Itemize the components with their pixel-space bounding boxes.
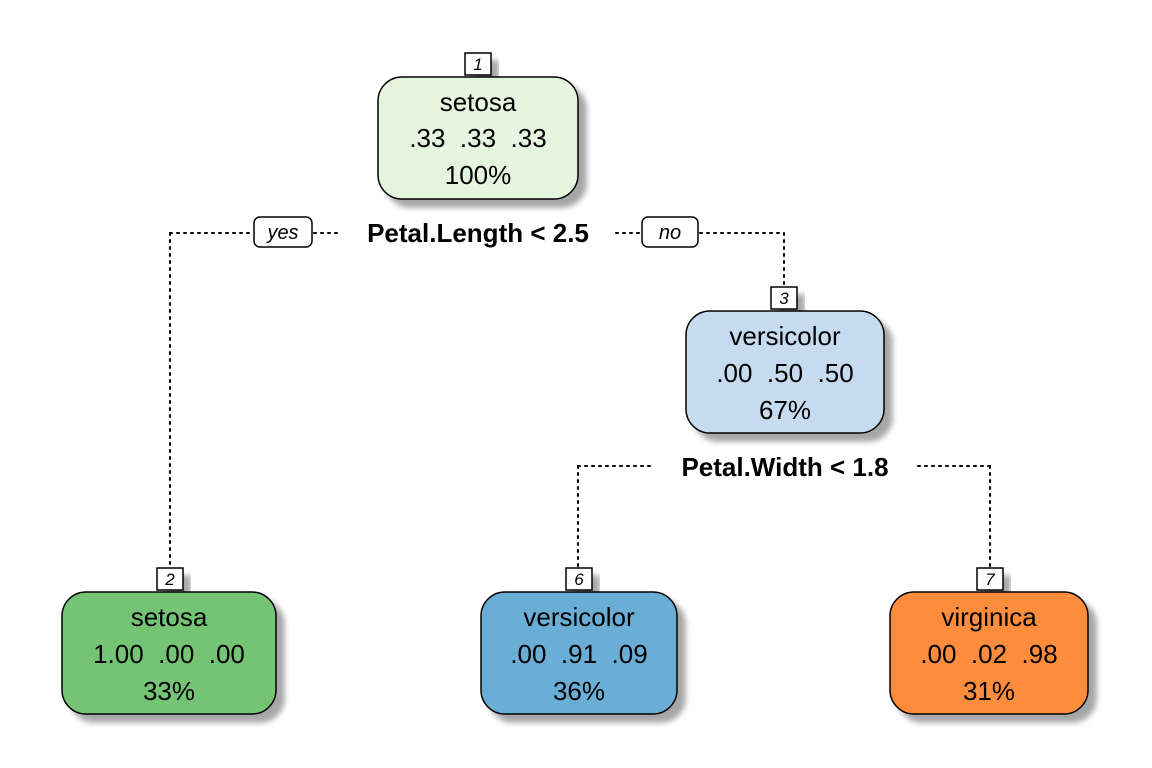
node-id-box <box>976 567 1004 591</box>
node-box <box>889 591 1089 715</box>
node-id-box <box>565 567 593 591</box>
node-id: 3 <box>779 289 789 308</box>
node-id: 2 <box>164 570 175 589</box>
node-id: 7 <box>985 570 995 589</box>
node-percent: 36% <box>553 676 605 706</box>
node-percent: 100% <box>445 160 512 190</box>
node-class-label: versicolor <box>729 321 841 351</box>
edge-label-yes: yes <box>253 216 313 248</box>
node-box <box>480 591 678 715</box>
tree-node-7: 7 virginica .00 .02 .98 31% <box>889 567 1089 715</box>
node-box <box>685 310 885 434</box>
node-id-box <box>464 52 492 76</box>
node-class-label: setosa <box>440 87 517 117</box>
node-box <box>377 76 579 200</box>
node-probabilities: .00 .91 .09 <box>510 639 647 669</box>
edge-label-no-text: no <box>659 222 681 244</box>
tree-node-6: 6 versicolor .00 .91 .09 36% <box>480 567 678 715</box>
edge-label-no: no <box>641 216 699 248</box>
node-id-box <box>156 567 184 591</box>
node-percent: 67% <box>759 395 811 425</box>
node-id: 1 <box>473 55 482 74</box>
node-probabilities: 1.00 .00 .00 <box>93 639 245 669</box>
node-percent: 31% <box>963 676 1015 706</box>
split-label-root: Petal.Length < 2.5 <box>367 218 589 248</box>
node-class-label: virginica <box>941 602 1037 632</box>
node-probabilities: .00 .02 .98 <box>920 639 1057 669</box>
node-class-label: setosa <box>131 602 208 632</box>
node-percent: 33% <box>143 676 195 706</box>
node-box <box>61 591 277 715</box>
node-class-label: versicolor <box>523 602 635 632</box>
tree-node-2: 2 setosa 1.00 .00 .00 33% <box>61 567 277 715</box>
split-label-second: Petal.Width < 1.8 <box>681 452 888 482</box>
node-id: 6 <box>574 570 584 589</box>
node-id-box <box>770 286 798 310</box>
edge-label-yes-text: yes <box>265 222 298 244</box>
node-probabilities: .33 .33 .33 <box>409 123 546 153</box>
tree-node-1: 1 setosa .33 .33 .33 100% <box>377 52 579 200</box>
tree-node-3: 3 versicolor .00 .50 .50 67% <box>685 286 885 434</box>
node-probabilities: .00 .50 .50 <box>716 358 853 388</box>
